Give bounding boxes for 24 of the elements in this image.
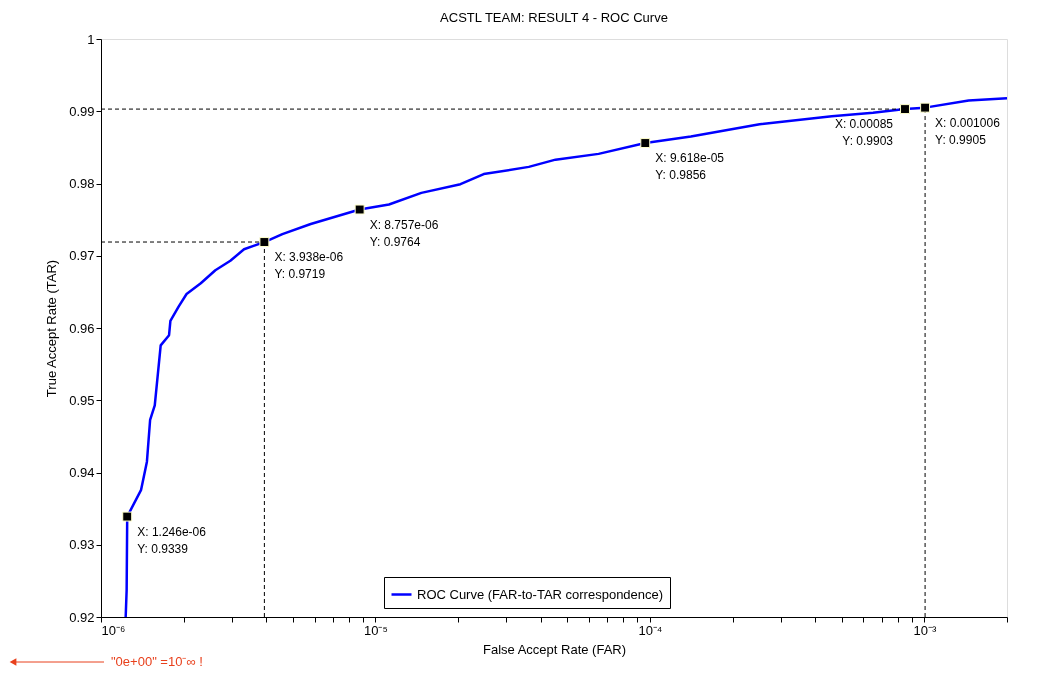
annotation: X: 0.00085 Y: 0.9903 <box>834 117 894 149</box>
y-tick-label: 0.98 <box>69 176 95 191</box>
annotation: X: 9.618e-05 Y: 0.9856 <box>655 151 725 183</box>
y-tick-label: 0.99 <box>69 103 95 119</box>
annotation: X: 0.001006 Y: 0.9905 <box>935 115 1001 147</box>
y-tick-label: 0.93 <box>69 537 95 553</box>
y-tick-label: 1 <box>87 31 95 47</box>
legend-label: ROC Curve (FAR-to-TAR correspondence) <box>417 586 664 602</box>
y-tick-label: 0.96 <box>69 320 95 336</box>
annotation: X: 1.246e-06 Y: 0.9339 <box>137 524 207 556</box>
y-tick-label: 0.92 <box>69 609 95 625</box>
annotation: X: 3.938e-06 Y: 0.9719 <box>274 250 344 282</box>
y-tick-label: 0.97 <box>69 248 95 264</box>
annotation: X: 8.757e-06 Y: 0.9764 <box>369 217 439 249</box>
y-tick-label: 0.95 <box>69 392 95 408</box>
x-axis-title: False Accept Rate (FAR) <box>482 641 627 657</box>
y-axis-title: True Accept Rate (TAR) <box>44 259 60 398</box>
x-tick-label: 10⁻⁵ <box>364 622 388 638</box>
x-tick-label: 10⁻³ <box>913 622 937 638</box>
x-tick-label: 10⁻⁴ <box>638 622 663 638</box>
y-tick-label: 0.94 <box>69 465 95 480</box>
x-tick-label: 10⁻⁶ <box>101 622 126 638</box>
text: "0e+00" =10⁻∞ ! <box>111 654 203 669</box>
chart-title: ACSTL TEAM: RESULT 4 - ROC Curve <box>440 10 668 25</box>
